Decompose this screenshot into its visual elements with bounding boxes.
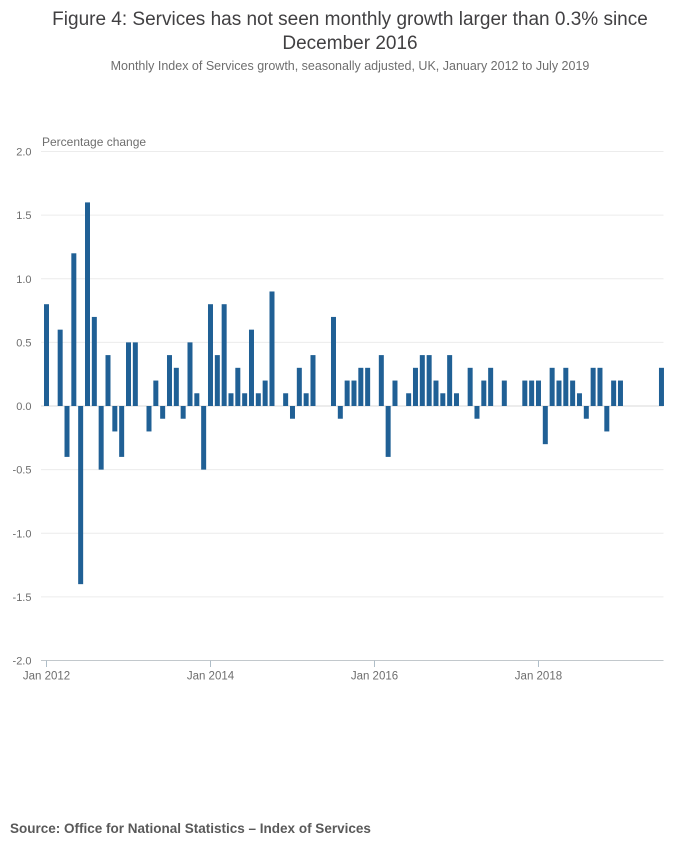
bar-jun-2014: [242, 393, 248, 406]
bar-apr-2014: [228, 393, 234, 406]
y-tick-label: 0.5: [16, 337, 31, 349]
bar-dec-2014: [283, 393, 289, 406]
bar-jun-2017: [488, 367, 494, 406]
bar-may-2014: [235, 367, 241, 406]
bar-jan-2015: [289, 406, 295, 419]
bar-dec-2015: [365, 367, 371, 406]
bar-apr-2012: [64, 406, 70, 457]
y-tick-label: -0.5: [13, 465, 32, 477]
bar-jul-2015: [330, 316, 336, 406]
bar-mar-2012: [57, 329, 63, 406]
bar-oct-2014: [269, 291, 275, 407]
bar-jan-2018: [535, 380, 541, 406]
bar-dec-2018: [611, 380, 617, 406]
bar-apr-2013: [146, 406, 152, 432]
bar-may-2012: [71, 253, 77, 406]
bar-apr-2015: [310, 355, 316, 406]
bar-nov-2018: [604, 406, 610, 432]
bar-oct-2013: [187, 342, 193, 407]
bar-apr-2018: [556, 380, 562, 406]
bar-jun-2012: [78, 406, 84, 585]
bar-jul-2012: [85, 202, 90, 406]
bar-sep-2016: [426, 355, 432, 406]
bar-dec-2016: [447, 355, 453, 406]
bar-jun-2016: [406, 393, 412, 406]
bar-feb-2015: [296, 367, 302, 406]
bar-jun-2018: [570, 380, 576, 406]
bar-sep-2018: [590, 367, 596, 406]
x-tick-label: Jan 2012: [23, 671, 70, 683]
bar-aug-2018: [583, 406, 589, 419]
x-tick-label: Jan 2016: [351, 671, 398, 683]
bar-sep-2014: [262, 380, 268, 406]
bar-aug-2013: [173, 367, 179, 406]
bar-may-2017: [481, 380, 487, 406]
bar-aug-2014: [255, 393, 261, 406]
bar-jul-2014: [248, 329, 254, 406]
bar-jan-2019: [617, 380, 623, 406]
bar-sep-2015: [344, 380, 350, 406]
bar-mar-2017: [467, 367, 473, 406]
bar-oct-2016: [433, 380, 439, 406]
y-axis-title: Percentage change: [42, 135, 147, 149]
bar-aug-2012: [91, 316, 97, 406]
bar-dec-2013: [201, 406, 207, 470]
bar-feb-2016: [378, 355, 384, 406]
bar-jul-2018: [576, 393, 582, 406]
y-tick-label: -2.0: [13, 656, 32, 668]
bar-nov-2016: [440, 393, 446, 406]
bar-may-2013: [153, 380, 159, 406]
bar-apr-2017: [474, 406, 480, 419]
bar-sep-2012: [98, 406, 104, 470]
y-tick-label: 1.5: [16, 210, 31, 222]
x-tick-label: Jan 2014: [187, 671, 235, 683]
source-note: Source: Office for National Statistics –…: [10, 821, 371, 836]
y-tick-label: 0.0: [16, 401, 31, 413]
bar-jan-2012: [44, 304, 49, 406]
y-tick-label: -1.5: [13, 592, 32, 604]
y-tick-label: 2.0: [16, 147, 31, 159]
bar-apr-2016: [392, 380, 398, 406]
bar-oct-2018: [597, 367, 603, 406]
bar-dec-2012: [119, 406, 125, 457]
bar-aug-2015: [337, 406, 343, 419]
bar-nov-2015: [358, 367, 364, 406]
bar-jul-2016: [412, 367, 418, 406]
bar-oct-2012: [105, 355, 111, 406]
bar-mar-2018: [549, 367, 555, 406]
x-tick-label: Jan 2018: [515, 671, 562, 683]
bar-nov-2013: [194, 393, 200, 406]
bar-jul-2013: [166, 355, 172, 406]
chart-subtitle: Monthly Index of Services growth, season…: [110, 59, 590, 73]
bar-feb-2014: [214, 355, 220, 406]
bar-jul-2019: [658, 367, 664, 406]
chart-title: Figure 4: Services has not seen monthly …: [52, 9, 648, 54]
bar-mar-2014: [221, 304, 227, 406]
y-tick-label: -1.0: [13, 528, 32, 540]
bar-dec-2017: [529, 380, 535, 406]
bar-mar-2015: [303, 393, 309, 406]
bar-jun-2013: [160, 406, 166, 419]
bar-jan-2013: [126, 342, 131, 407]
bar-nov-2012: [112, 406, 118, 432]
bar-jan-2014: [207, 304, 213, 406]
bar-aug-2016: [419, 355, 425, 406]
bar-jan-2017: [453, 393, 459, 406]
bar-feb-2018: [542, 406, 548, 445]
bar-sep-2013: [180, 406, 186, 419]
y-tick-label: 1.0: [16, 274, 31, 286]
bar-nov-2017: [522, 380, 528, 406]
bar-may-2018: [563, 367, 569, 406]
bar-aug-2017: [501, 380, 507, 406]
bar-oct-2015: [351, 380, 357, 406]
bar-feb-2013: [132, 342, 138, 407]
bar-mar-2016: [385, 406, 391, 457]
